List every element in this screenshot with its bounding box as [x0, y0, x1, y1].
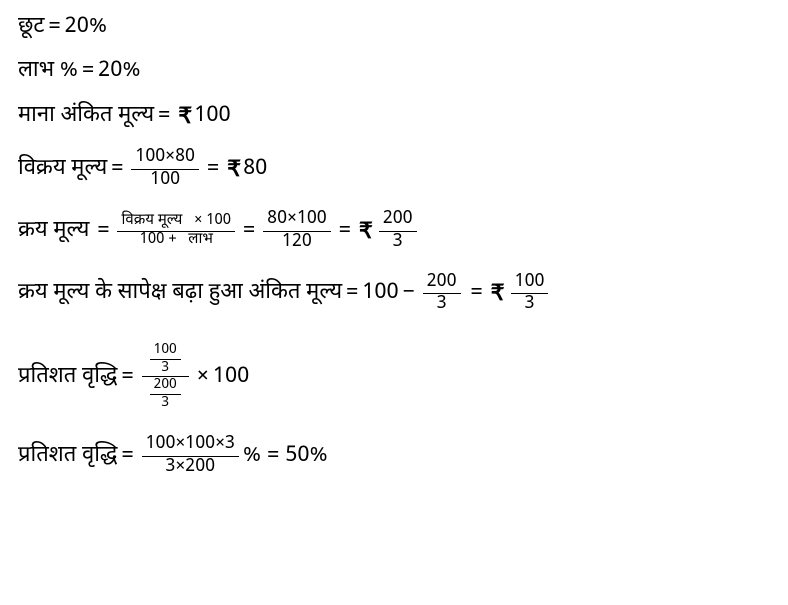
- equals: =: [97, 218, 109, 244]
- rupee-icon: ₹: [178, 103, 192, 129]
- numerator: 200: [423, 272, 461, 295]
- equals: =: [121, 364, 133, 390]
- denominator: 3: [521, 294, 539, 316]
- denominator: 100 + लाभ: [136, 232, 217, 250]
- result: 50%: [285, 443, 327, 469]
- value: 20%: [65, 14, 107, 40]
- minus: −: [403, 280, 415, 306]
- d2: 200: [185, 456, 215, 479]
- numerator: विक्रय मूल्य × 100: [117, 213, 235, 232]
- numerator: 100×80: [131, 147, 199, 170]
- label: छूट: [18, 14, 45, 40]
- fraction-words: विक्रय मूल्य × 100 100 + लाभ: [117, 213, 235, 250]
- mul: ×: [194, 212, 202, 231]
- equals: =: [207, 156, 219, 182]
- numerator: 100 3: [142, 342, 189, 378]
- mul: ×: [287, 208, 297, 231]
- mul: ×: [175, 433, 185, 456]
- denominator: 120: [278, 232, 316, 254]
- inner-bot: 200 3: [150, 377, 181, 412]
- label: लाभ %: [18, 58, 78, 84]
- equals: =: [49, 14, 61, 40]
- line-markup-over-cp: क्रय मूल्य के सापेक्ष बढ़ा हुआ अंकित मूल…: [18, 272, 770, 316]
- mul: ×: [215, 433, 225, 456]
- equals: =: [111, 156, 123, 182]
- line-pct-increase-result: प्रतिशत वृद्धि = 100×100×3 3×200 % = 50%: [18, 434, 770, 478]
- fraction-result: 200 3: [379, 209, 417, 253]
- whole: 100: [362, 280, 398, 306]
- value: 80: [243, 156, 267, 182]
- equals: =: [267, 443, 279, 469]
- equals: =: [158, 103, 170, 129]
- line-cost-price: क्रय मूल्य = विक्रय मूल्य × 100 100 + ला…: [18, 209, 770, 253]
- line-assume-marked-price: माना अंकित मूल्य = ₹ 100: [18, 103, 770, 129]
- denominator: 3: [433, 294, 451, 316]
- denominator: 3: [389, 232, 407, 254]
- rupee-icon: ₹: [359, 218, 373, 244]
- nl: विक्रय मूल्य: [121, 212, 182, 231]
- label: क्रय मूल्य: [18, 218, 89, 244]
- n1: 100: [135, 146, 165, 169]
- label: माना अंकित मूल्य: [18, 103, 154, 129]
- mul: ×: [165, 146, 175, 169]
- label: विक्रय मूल्य: [18, 156, 107, 182]
- equals: =: [121, 443, 133, 469]
- equals: =: [471, 280, 483, 306]
- equals: =: [82, 58, 94, 84]
- numerator: 100: [511, 272, 549, 295]
- line-selling-price: विक्रय मूल्य = 100×80 100 = ₹ 80: [18, 147, 770, 191]
- numerator: 100×100×3: [142, 434, 239, 457]
- n2: 80: [175, 146, 195, 169]
- nested-fraction: 100 3 200 3: [142, 342, 189, 412]
- dr: लाभ: [188, 231, 213, 250]
- dl: 100: [140, 231, 165, 250]
- n2: 100: [185, 433, 215, 456]
- label: क्रय मूल्य के सापेक्ष बढ़ा हुआ अंकित मूल…: [18, 280, 342, 306]
- label: प्रतिशत वृद्धि: [18, 364, 117, 390]
- denominator: 3: [157, 395, 173, 412]
- fraction: 100×80 100: [131, 147, 199, 191]
- denominator: 3: [157, 360, 173, 377]
- mul: ×: [197, 364, 209, 390]
- inner-top: 100 3: [150, 342, 181, 377]
- denominator: 3×200: [161, 457, 219, 479]
- n1: 80: [267, 208, 287, 231]
- denominator: 200 3: [142, 377, 189, 412]
- fraction-result: 100 3: [511, 272, 549, 316]
- mul: ×: [175, 456, 185, 479]
- percent-sign: %: [243, 443, 261, 469]
- line-discount: छूट = 20%: [18, 14, 770, 40]
- n1: 100: [146, 433, 176, 456]
- n2: 100: [297, 208, 327, 231]
- fraction: 100×100×3 3×200: [142, 434, 239, 478]
- rupee-icon: ₹: [227, 156, 241, 182]
- equals: =: [339, 218, 351, 244]
- n3: 3: [225, 433, 235, 456]
- line-profit-pct: लाभ % = 20%: [18, 58, 770, 84]
- value: 20%: [98, 58, 140, 84]
- equals: =: [346, 280, 358, 306]
- tail: 100: [213, 364, 249, 390]
- plus: +: [168, 231, 176, 250]
- rupee-icon: ₹: [491, 280, 505, 306]
- numerator: 100: [150, 342, 181, 360]
- numerator: 200: [379, 209, 417, 232]
- equals: =: [243, 218, 255, 244]
- label: प्रतिशत वृद्धि: [18, 443, 117, 469]
- line-pct-increase-setup: प्रतिशत वृद्धि = 100 3 200 3 × 100: [18, 342, 770, 412]
- nr: 100: [206, 212, 231, 231]
- numerator: 80×100: [263, 209, 331, 232]
- value: 100: [194, 103, 230, 129]
- d1: 3: [165, 456, 175, 479]
- fraction-nums: 80×100 120: [263, 209, 331, 253]
- denominator: 100: [146, 170, 184, 192]
- fraction-sub: 200 3: [423, 272, 461, 316]
